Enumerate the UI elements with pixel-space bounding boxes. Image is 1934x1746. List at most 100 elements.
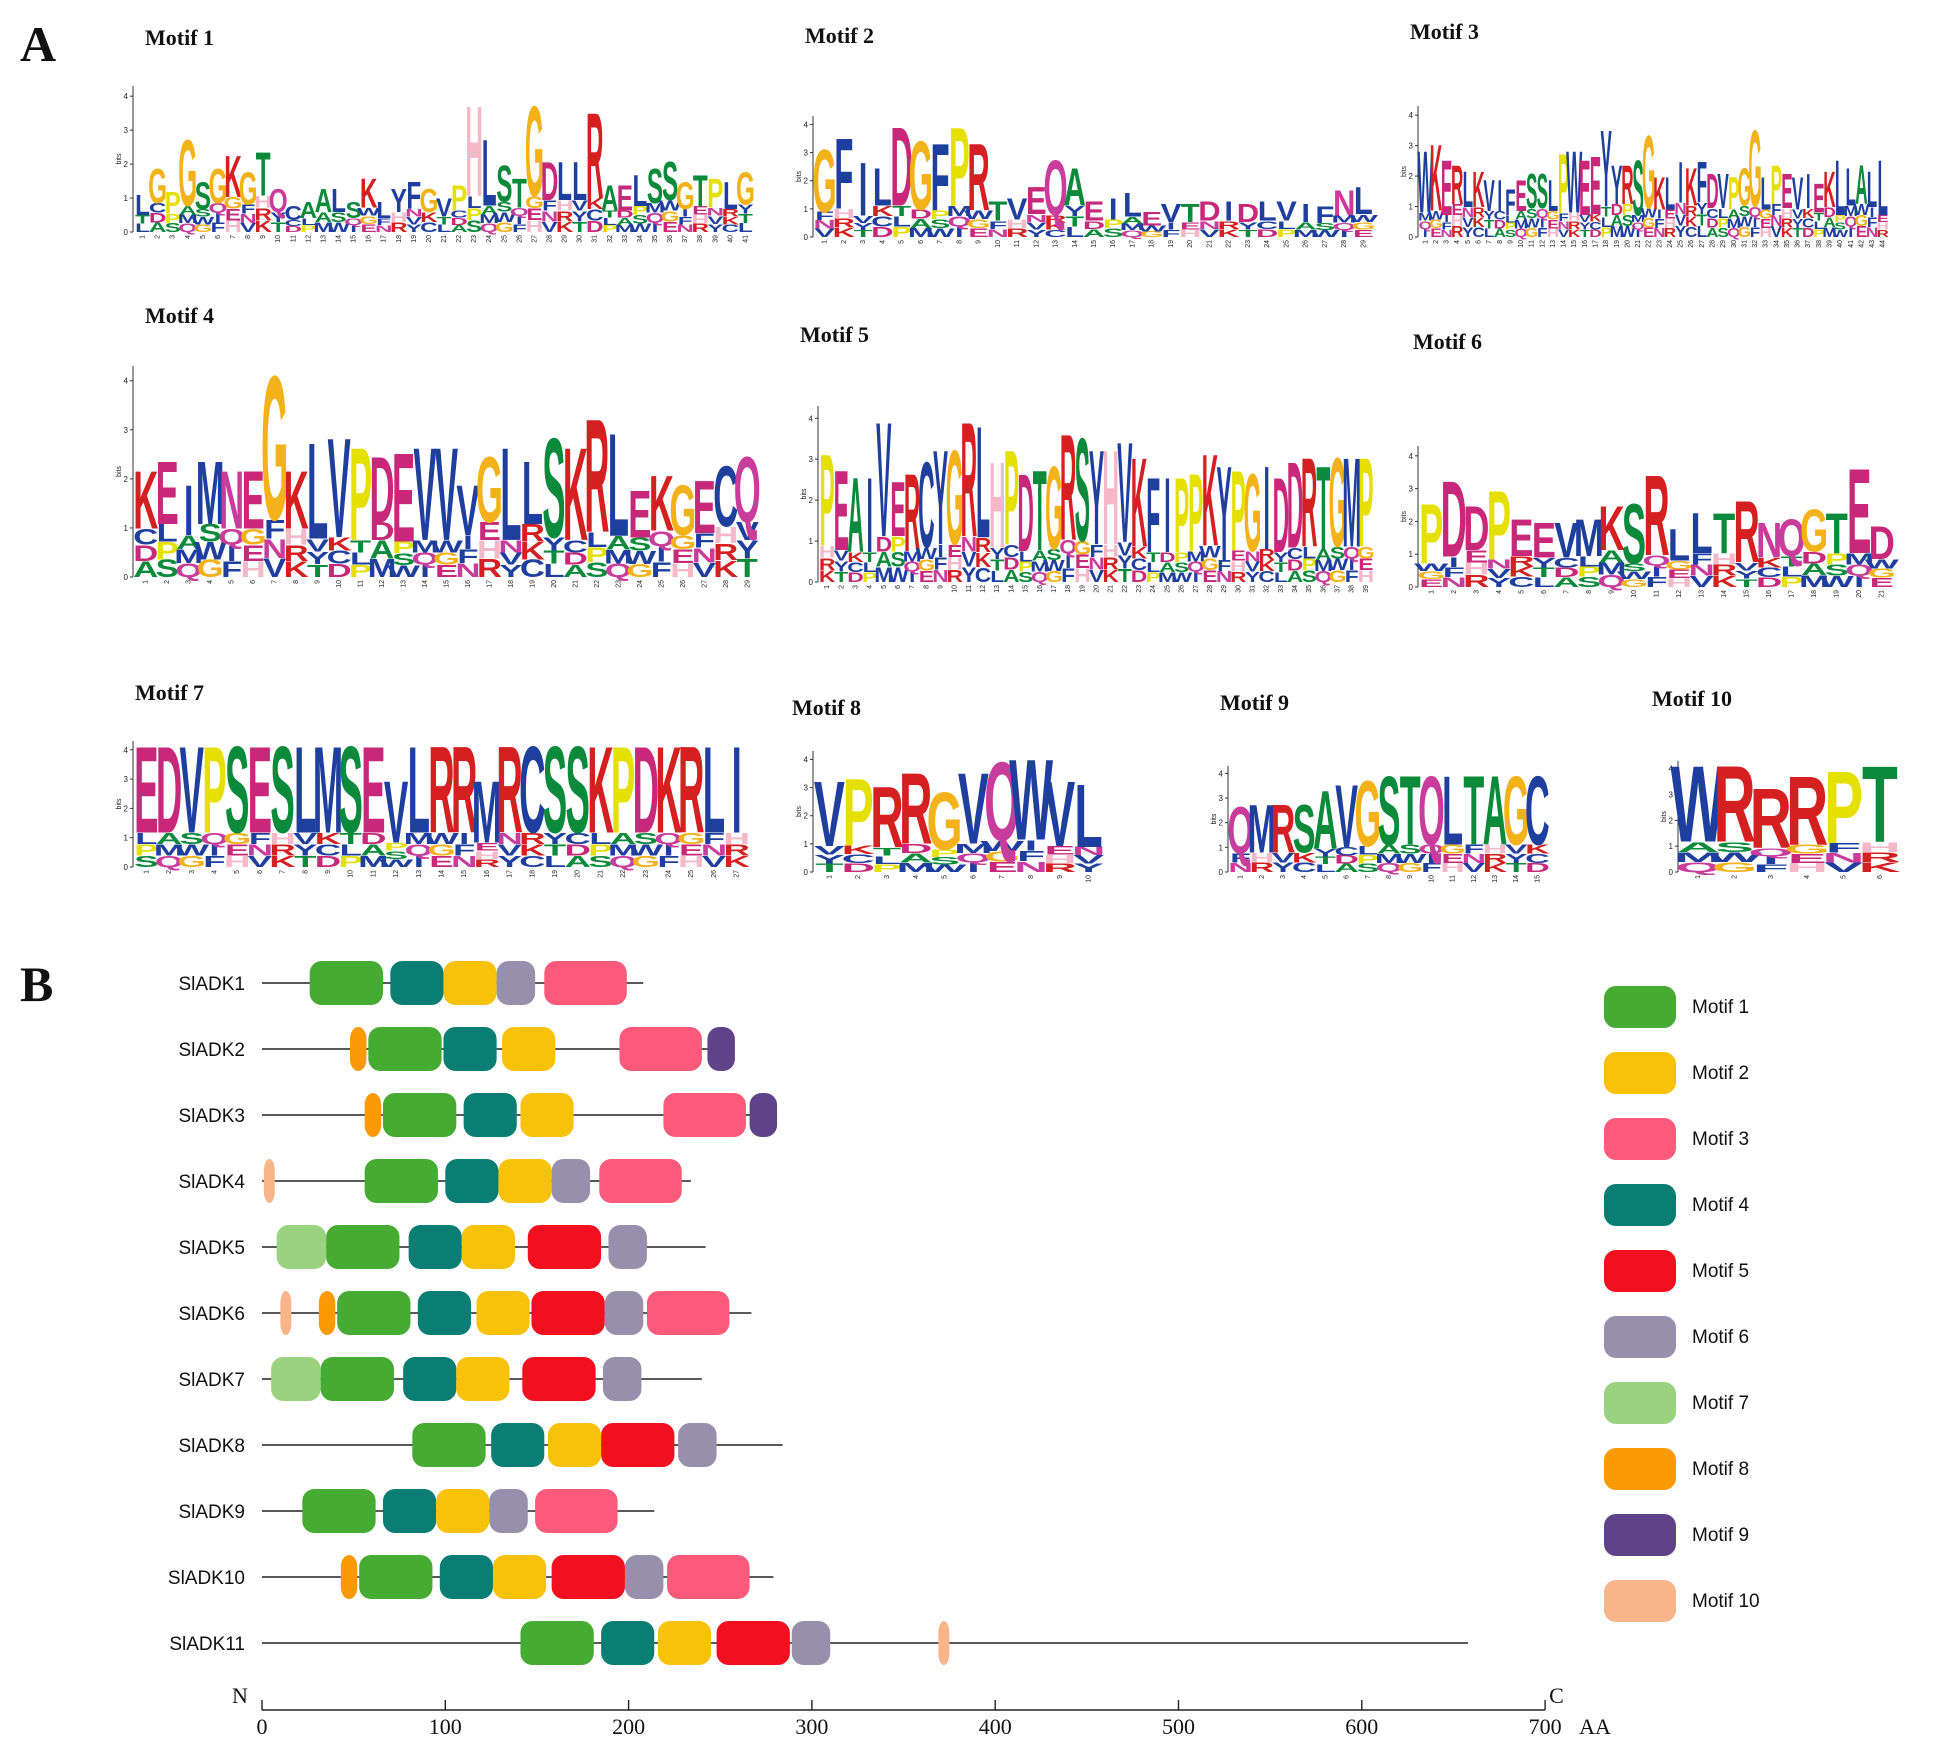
- logo-letter-minor: D: [876, 532, 893, 556]
- logo-letter-minor: H: [1711, 550, 1737, 567]
- logo-letter-minor: C: [519, 852, 545, 870]
- logo-letter-minor: V: [1558, 228, 1570, 240]
- logo-letter-minor: L: [1274, 570, 1288, 585]
- logo-letter-minor: D: [1256, 227, 1278, 240]
- logo-position-label: 24: [1150, 585, 1157, 593]
- logo-letter: V: [1044, 763, 1075, 867]
- logo-letter: L: [1690, 502, 1712, 567]
- logo-letter-minor: L: [1065, 224, 1084, 240]
- logo-letter-minor: L: [586, 528, 607, 551]
- logo-position-label: 21: [597, 870, 604, 878]
- logo-letter-minor: H: [1781, 207, 1793, 222]
- logo-letter-minor: Y: [497, 852, 522, 870]
- logo-letter-minor: K: [1044, 220, 1067, 231]
- logo-letter-minor: L: [1533, 575, 1555, 590]
- logo-letter-minor: G: [1620, 577, 1648, 589]
- logo-letter: T: [1033, 446, 1047, 575]
- logo-letter-minor: C: [1472, 225, 1484, 240]
- logo-letter-minor: Q: [1748, 846, 1794, 858]
- logo-letter-minor: Q: [1332, 221, 1356, 232]
- logo-position-label: 30: [577, 235, 584, 243]
- logo-letter-minor: Y: [1734, 569, 1758, 582]
- logo-position-label: 12: [1676, 590, 1683, 598]
- logo-letter: S: [195, 174, 211, 217]
- logo-letter-minor: L: [1601, 215, 1612, 230]
- logo-letter-minor: D: [284, 225, 302, 234]
- logo-letter-minor: A: [1083, 227, 1106, 240]
- logo-y-tick: 2: [804, 812, 809, 821]
- logo-letter: D: [541, 151, 559, 212]
- logo-letter: G: [1738, 158, 1751, 217]
- logo-letter: P: [1728, 168, 1739, 220]
- logo-letter-minor: R: [833, 216, 855, 231]
- logo-letter-minor: M: [1186, 549, 1205, 565]
- logo-position-label: 16: [465, 580, 472, 588]
- logo-letter: C: [1525, 755, 1550, 866]
- logo-letter: L: [376, 198, 391, 224]
- logo-position-label: 1: [1695, 875, 1702, 879]
- logo-letter: A: [1064, 158, 1086, 218]
- protein-row: SlADK1: [178, 961, 644, 1005]
- logo-letter-minor: P: [134, 841, 158, 859]
- logo-letter: T: [1316, 443, 1330, 575]
- logo-letter-minor: W: [1853, 202, 1870, 219]
- logo-letter-minor: S: [134, 852, 158, 870]
- logo-letter-minor: A: [450, 223, 468, 234]
- logo-position-label: 12: [1471, 875, 1478, 883]
- logo-letter-minor: L: [340, 841, 362, 859]
- logo-letter: D: [890, 105, 912, 230]
- logo-letter-minor: C: [1589, 220, 1601, 232]
- logo-position-label: 39: [712, 235, 719, 243]
- logo-letter: G: [927, 777, 963, 868]
- legend-label: Motif 9: [1692, 1525, 1749, 1546]
- logo-letter: E: [392, 425, 415, 568]
- logo-letter-minor: P: [1834, 213, 1845, 225]
- logo-position-label: 41: [1848, 240, 1855, 248]
- logo-letter-minor: D: [360, 829, 386, 847]
- logo-letter: F: [931, 125, 950, 231]
- logo-letter-minor: H: [1358, 568, 1375, 586]
- logo-y-tick: 0: [804, 868, 809, 877]
- logo-letter-minor: I: [516, 214, 523, 227]
- motif-box-2: [657, 1621, 712, 1665]
- logo-letter: R: [1451, 154, 1463, 216]
- logo-position-label: 27: [1193, 585, 1200, 593]
- motif-box-3: [646, 1291, 730, 1335]
- logo-letter-minor: V: [1824, 860, 1864, 875]
- logo-letter-minor: S: [195, 207, 211, 219]
- motif-box-3: [544, 961, 627, 1005]
- protein-label: SlADK4: [178, 1172, 245, 1193]
- logo-letter-minor: L: [1019, 549, 1033, 565]
- logo-letter: V: [384, 764, 408, 862]
- logo-letter-minor: A: [1003, 567, 1020, 586]
- logo-position-label: 21: [441, 235, 448, 243]
- logo-letter-minor: L: [873, 854, 901, 867]
- logo-letter-minor: M: [1844, 550, 1874, 567]
- logo-letter-minor: P: [466, 206, 482, 224]
- logo-letter-minor: R: [254, 205, 272, 224]
- logo-letter-minor: E: [947, 542, 962, 561]
- logo-position-label: 6: [1877, 875, 1884, 879]
- logo-letter-minor: Q: [1727, 226, 1741, 240]
- logo-letter: V: [1335, 768, 1358, 867]
- logo-letter-minor: S: [1577, 574, 1601, 590]
- logo-letter-minor: C: [1685, 225, 1698, 241]
- logo-letter-minor: M: [946, 203, 972, 219]
- logo-letter: S: [543, 723, 567, 860]
- logo-letter: F: [1697, 151, 1707, 216]
- logo-letter-minor: T: [873, 846, 902, 859]
- logo-letter-minor: Q: [1844, 215, 1857, 231]
- logo-letter-minor: W: [1832, 228, 1849, 240]
- logo-letter: P: [1188, 451, 1203, 574]
- logo-position-label: 35: [1784, 240, 1791, 248]
- logo-letter: T: [1181, 199, 1201, 228]
- logo-letter: L: [873, 158, 892, 218]
- logo-position-label: 20: [1094, 585, 1101, 593]
- logo-letter-minor: D: [847, 570, 864, 585]
- logo-letter-minor: M: [1514, 219, 1528, 232]
- logo-position-label: 4: [867, 585, 874, 589]
- logo-letter-minor: M: [608, 841, 639, 859]
- logo-letter-minor: C: [1044, 228, 1067, 239]
- logo-letter-minor: A: [899, 851, 933, 866]
- logo-position-label: 26: [711, 870, 718, 878]
